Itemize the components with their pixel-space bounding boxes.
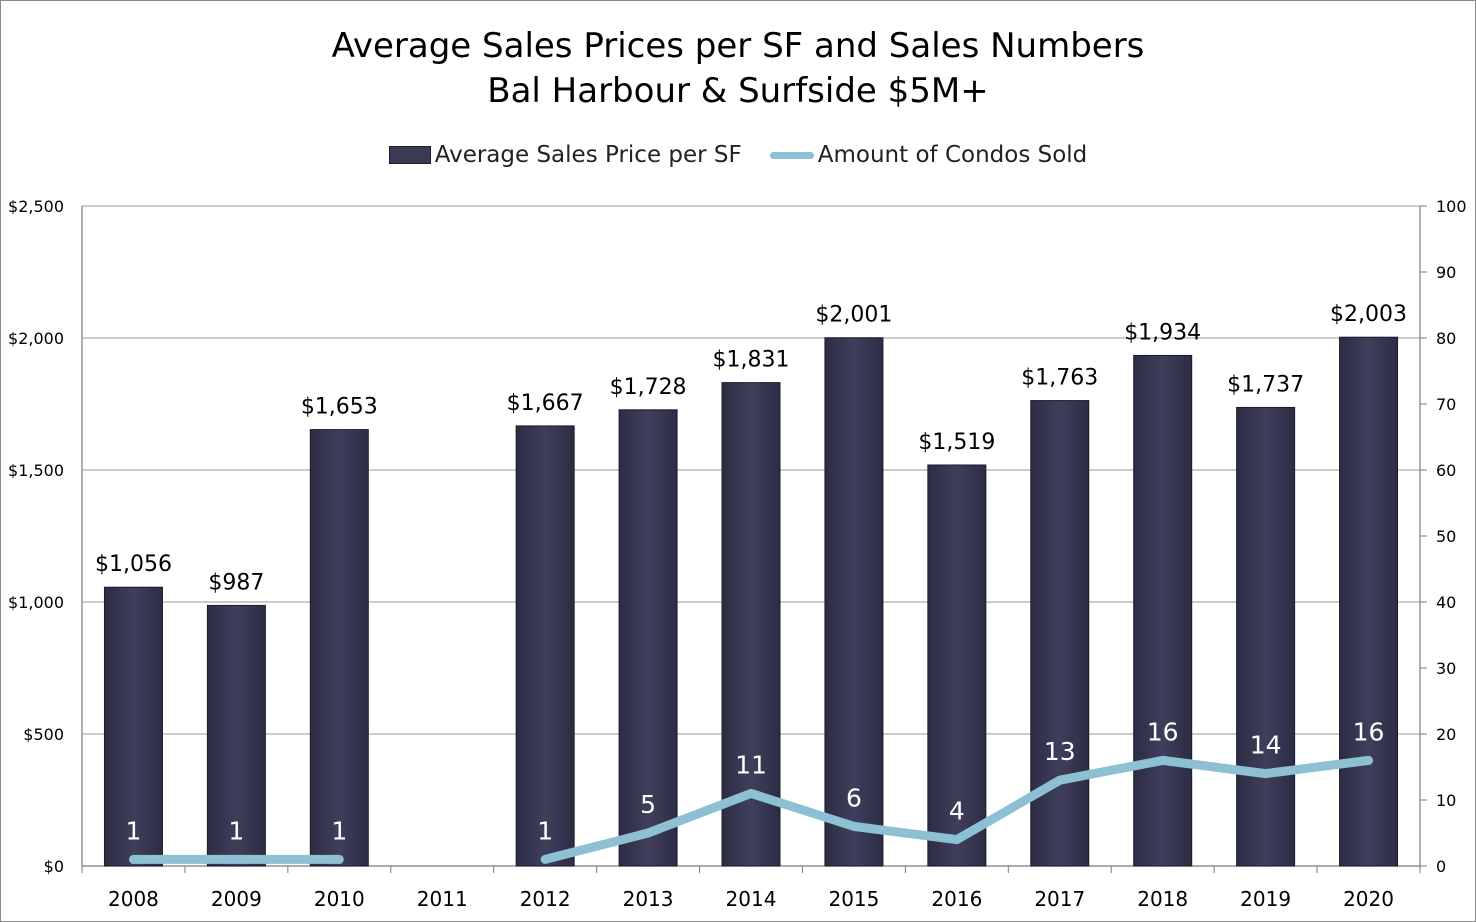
bar bbox=[206, 604, 266, 867]
y-right-tick-label: 70 bbox=[1436, 395, 1456, 414]
y-right-tick-label: 20 bbox=[1436, 725, 1456, 744]
y-right-tick-label: 80 bbox=[1436, 329, 1456, 348]
legend-swatch-line bbox=[769, 151, 814, 159]
line-data-label: 1 bbox=[126, 816, 142, 845]
line-data-label: 11 bbox=[735, 750, 767, 779]
x-tick-label: 2010 bbox=[314, 887, 365, 911]
bar-data-label: $1,653 bbox=[301, 395, 378, 420]
bar bbox=[1236, 406, 1296, 867]
x-tick-label: 2014 bbox=[726, 887, 777, 911]
y-right-tick-label: 40 bbox=[1436, 593, 1456, 612]
x-tick-label: 2016 bbox=[931, 887, 982, 911]
x-tick-label: 2008 bbox=[108, 887, 159, 911]
x-tick-label: 2018 bbox=[1137, 887, 1188, 911]
x-tick-label: 2011 bbox=[417, 887, 468, 911]
bar bbox=[618, 409, 678, 867]
x-tick-label: 2019 bbox=[1240, 887, 1291, 911]
line-data-label: 1 bbox=[228, 816, 244, 845]
bar-data-label: $1,831 bbox=[713, 348, 790, 373]
line-data-label: 1 bbox=[537, 816, 553, 845]
bar-data-label: $2,003 bbox=[1330, 302, 1407, 327]
x-tick-label: 2020 bbox=[1343, 887, 1394, 911]
bar-data-label: $2,001 bbox=[815, 303, 892, 328]
y-right-tick-label: 10 bbox=[1436, 791, 1456, 810]
y-left-tick-label: $1,500 bbox=[8, 461, 64, 480]
chart-legend: Average Sales Price per SF Amount of Con… bbox=[0, 142, 1476, 168]
bar-data-label: $1,519 bbox=[918, 430, 995, 455]
line-data-label: 16 bbox=[1147, 717, 1179, 746]
y-left-tick-label: $0 bbox=[44, 857, 64, 876]
line-data-label: 13 bbox=[1044, 737, 1076, 766]
line-data-label: 16 bbox=[1353, 717, 1385, 746]
x-tick-label: 2015 bbox=[828, 887, 879, 911]
y-right-tick-label: 30 bbox=[1436, 659, 1456, 678]
y-left-tick-label: $2,500 bbox=[8, 197, 64, 216]
bar-data-label: $987 bbox=[208, 570, 264, 595]
bar-data-label: $1,934 bbox=[1124, 320, 1201, 345]
line-data-label: 14 bbox=[1250, 731, 1282, 760]
bar bbox=[1339, 336, 1399, 867]
legend-label-count: Amount of Condos Sold bbox=[817, 142, 1088, 168]
x-tick-label: 2017 bbox=[1034, 887, 1085, 911]
legend-swatch-bar bbox=[388, 146, 431, 164]
y-right-tick-label: 0 bbox=[1436, 857, 1446, 876]
bar-data-label: $1,763 bbox=[1021, 366, 1098, 391]
bar-data-label: $1,056 bbox=[95, 552, 172, 577]
bar bbox=[1133, 354, 1193, 867]
bar bbox=[309, 429, 369, 867]
y-right-tick-label: 90 bbox=[1436, 263, 1456, 282]
bar bbox=[721, 382, 781, 867]
legend-label-price: Average Sales Price per SF bbox=[434, 142, 742, 168]
chart-subtitle: Bal Harbour & Surfside $5M+ bbox=[487, 71, 989, 111]
bar bbox=[103, 586, 163, 867]
bar bbox=[927, 464, 987, 867]
bar-data-label: $1,737 bbox=[1227, 372, 1304, 397]
y-left-tick-label: $1,000 bbox=[8, 593, 64, 612]
line-data-label: 4 bbox=[949, 797, 965, 826]
line-data-label: 5 bbox=[640, 790, 656, 819]
y-right-tick-label: 60 bbox=[1436, 461, 1456, 480]
x-tick-label: 2013 bbox=[623, 887, 674, 911]
line-data-label: 1 bbox=[331, 816, 347, 845]
x-tick-label: 2012 bbox=[520, 887, 571, 911]
bar bbox=[515, 425, 575, 867]
bar-data-label: $1,728 bbox=[610, 375, 687, 400]
legend-item-count: Amount of Condos Sold bbox=[769, 142, 1088, 168]
line-data-label: 6 bbox=[846, 783, 862, 812]
y-right-tick-label: 100 bbox=[1436, 197, 1467, 216]
y-left-tick-label: $2,000 bbox=[8, 329, 64, 348]
legend-item-price: Average Sales Price per SF bbox=[388, 142, 742, 168]
line-series-condos-sold bbox=[540, 755, 1374, 864]
chart-title: Average Sales Prices per SF and Sales Nu… bbox=[331, 26, 1145, 66]
y-right-tick-label: 50 bbox=[1436, 527, 1456, 546]
y-left-tick-label: $500 bbox=[23, 725, 64, 744]
bar bbox=[824, 337, 884, 867]
bar-data-label: $1,667 bbox=[507, 391, 584, 416]
x-tick-label: 2009 bbox=[211, 887, 262, 911]
